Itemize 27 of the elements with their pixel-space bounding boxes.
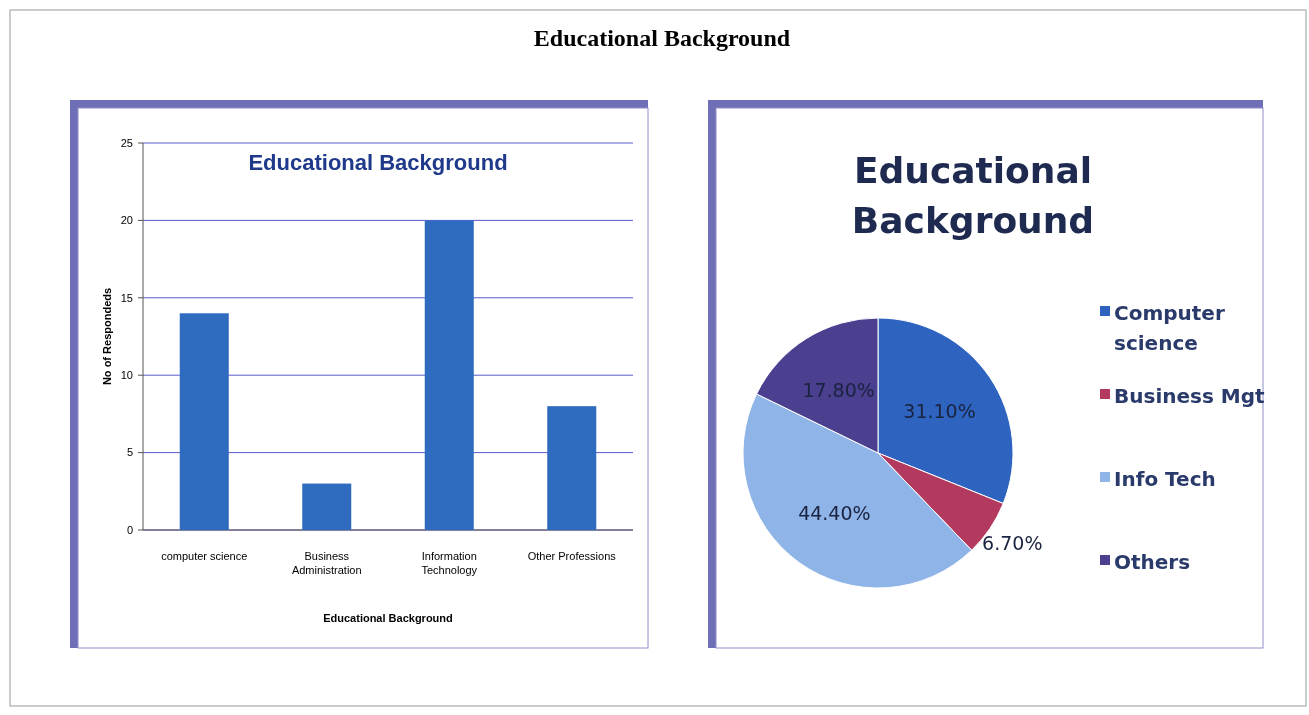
text: Educational Background bbox=[533, 25, 791, 51]
legend-label: Others bbox=[1114, 550, 1191, 574]
y-tick-label: 5 bbox=[126, 446, 133, 459]
data-label: 44.40% bbox=[798, 501, 871, 524]
bar bbox=[302, 483, 352, 530]
y-tick-label: 25 bbox=[120, 136, 133, 149]
y-tick-label: 20 bbox=[120, 214, 133, 227]
x-axis-title: Educational Background bbox=[323, 612, 453, 624]
legend-label: Info Tech bbox=[1114, 467, 1216, 491]
bar bbox=[547, 406, 597, 530]
x-tick-label: Other Professions bbox=[527, 550, 617, 562]
bar bbox=[424, 220, 474, 530]
y-axis-title: No of Respondeds bbox=[101, 287, 113, 386]
bar bbox=[179, 313, 229, 530]
y-tick-label: 10 bbox=[120, 369, 133, 382]
legend-label: Business Mgt bbox=[1114, 384, 1266, 408]
data-label: 17.80% bbox=[802, 378, 875, 401]
x-tick-label: Information Technology bbox=[421, 550, 478, 576]
data-label: 6.70% bbox=[982, 532, 1043, 555]
x-tick-label: Business Administration bbox=[291, 550, 362, 576]
x-tick-label: computer science bbox=[161, 550, 248, 562]
data-label: 31.10% bbox=[903, 400, 976, 423]
y-tick-label: 15 bbox=[120, 291, 133, 304]
chart-title: Educational Background bbox=[248, 150, 508, 175]
y-tick-label: 0 bbox=[126, 523, 133, 536]
chart-title: Educational Background bbox=[851, 150, 1095, 241]
legend-label: Computer science bbox=[1114, 301, 1225, 355]
